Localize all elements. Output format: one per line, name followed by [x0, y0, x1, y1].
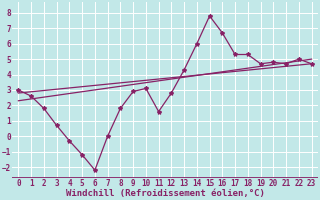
- X-axis label: Windchill (Refroidissement éolien,°C): Windchill (Refroidissement éolien,°C): [66, 189, 264, 198]
